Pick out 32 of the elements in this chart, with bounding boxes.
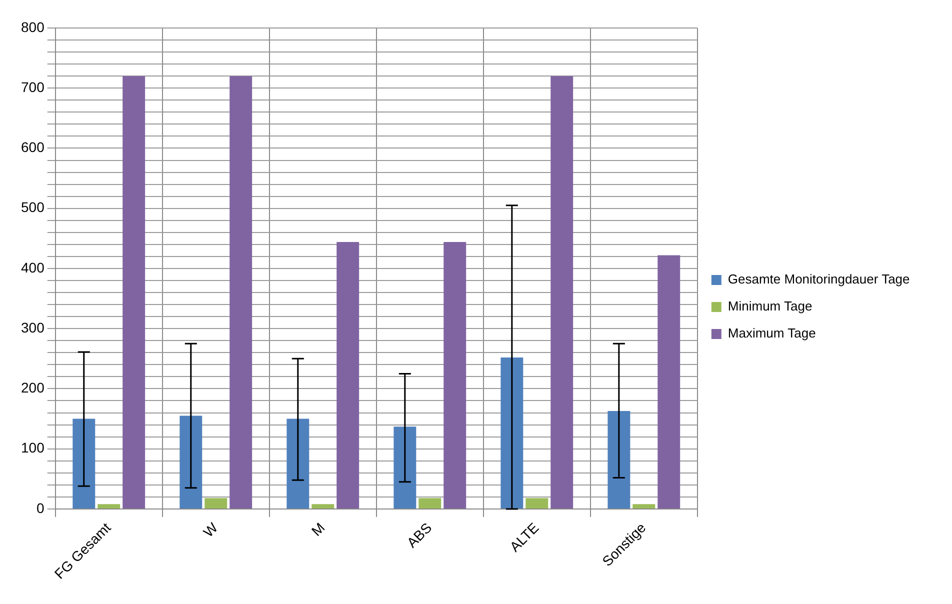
y-tick-label: 800 [21, 18, 45, 35]
y-tick-label: 600 [21, 139, 45, 156]
bar [658, 255, 680, 508]
y-tick-label: 400 [21, 259, 45, 276]
bar [394, 426, 416, 508]
bar [122, 76, 146, 508]
legend-label: Minimum Tage [728, 298, 812, 314]
bar [336, 242, 360, 508]
legend-label: Gesamte Monitoringdauer Tage [728, 272, 910, 287]
bar [444, 242, 466, 508]
y-tick-label: 300 [21, 319, 45, 336]
bar [286, 418, 310, 508]
y-tick-label: 100 [21, 440, 45, 456]
bar [72, 418, 96, 508]
bar [500, 357, 524, 508]
bar [204, 498, 228, 508]
bar [180, 416, 202, 508]
y-tick-label: 700 [21, 78, 45, 95]
bar [526, 498, 548, 508]
x-tick-label: M [308, 519, 328, 540]
y-tick-label: 500 [21, 199, 45, 216]
bar [418, 498, 442, 508]
bar [550, 76, 574, 508]
y-tick-label: 200 [21, 380, 45, 396]
bar [608, 410, 630, 508]
y-tick-label: 0 [36, 500, 45, 516]
bar [312, 504, 334, 508]
bar [632, 504, 656, 508]
legend-label: Maximum Tage [728, 326, 816, 341]
x-tick-label: W [200, 518, 222, 540]
bar [98, 504, 120, 508]
bar [230, 76, 252, 508]
